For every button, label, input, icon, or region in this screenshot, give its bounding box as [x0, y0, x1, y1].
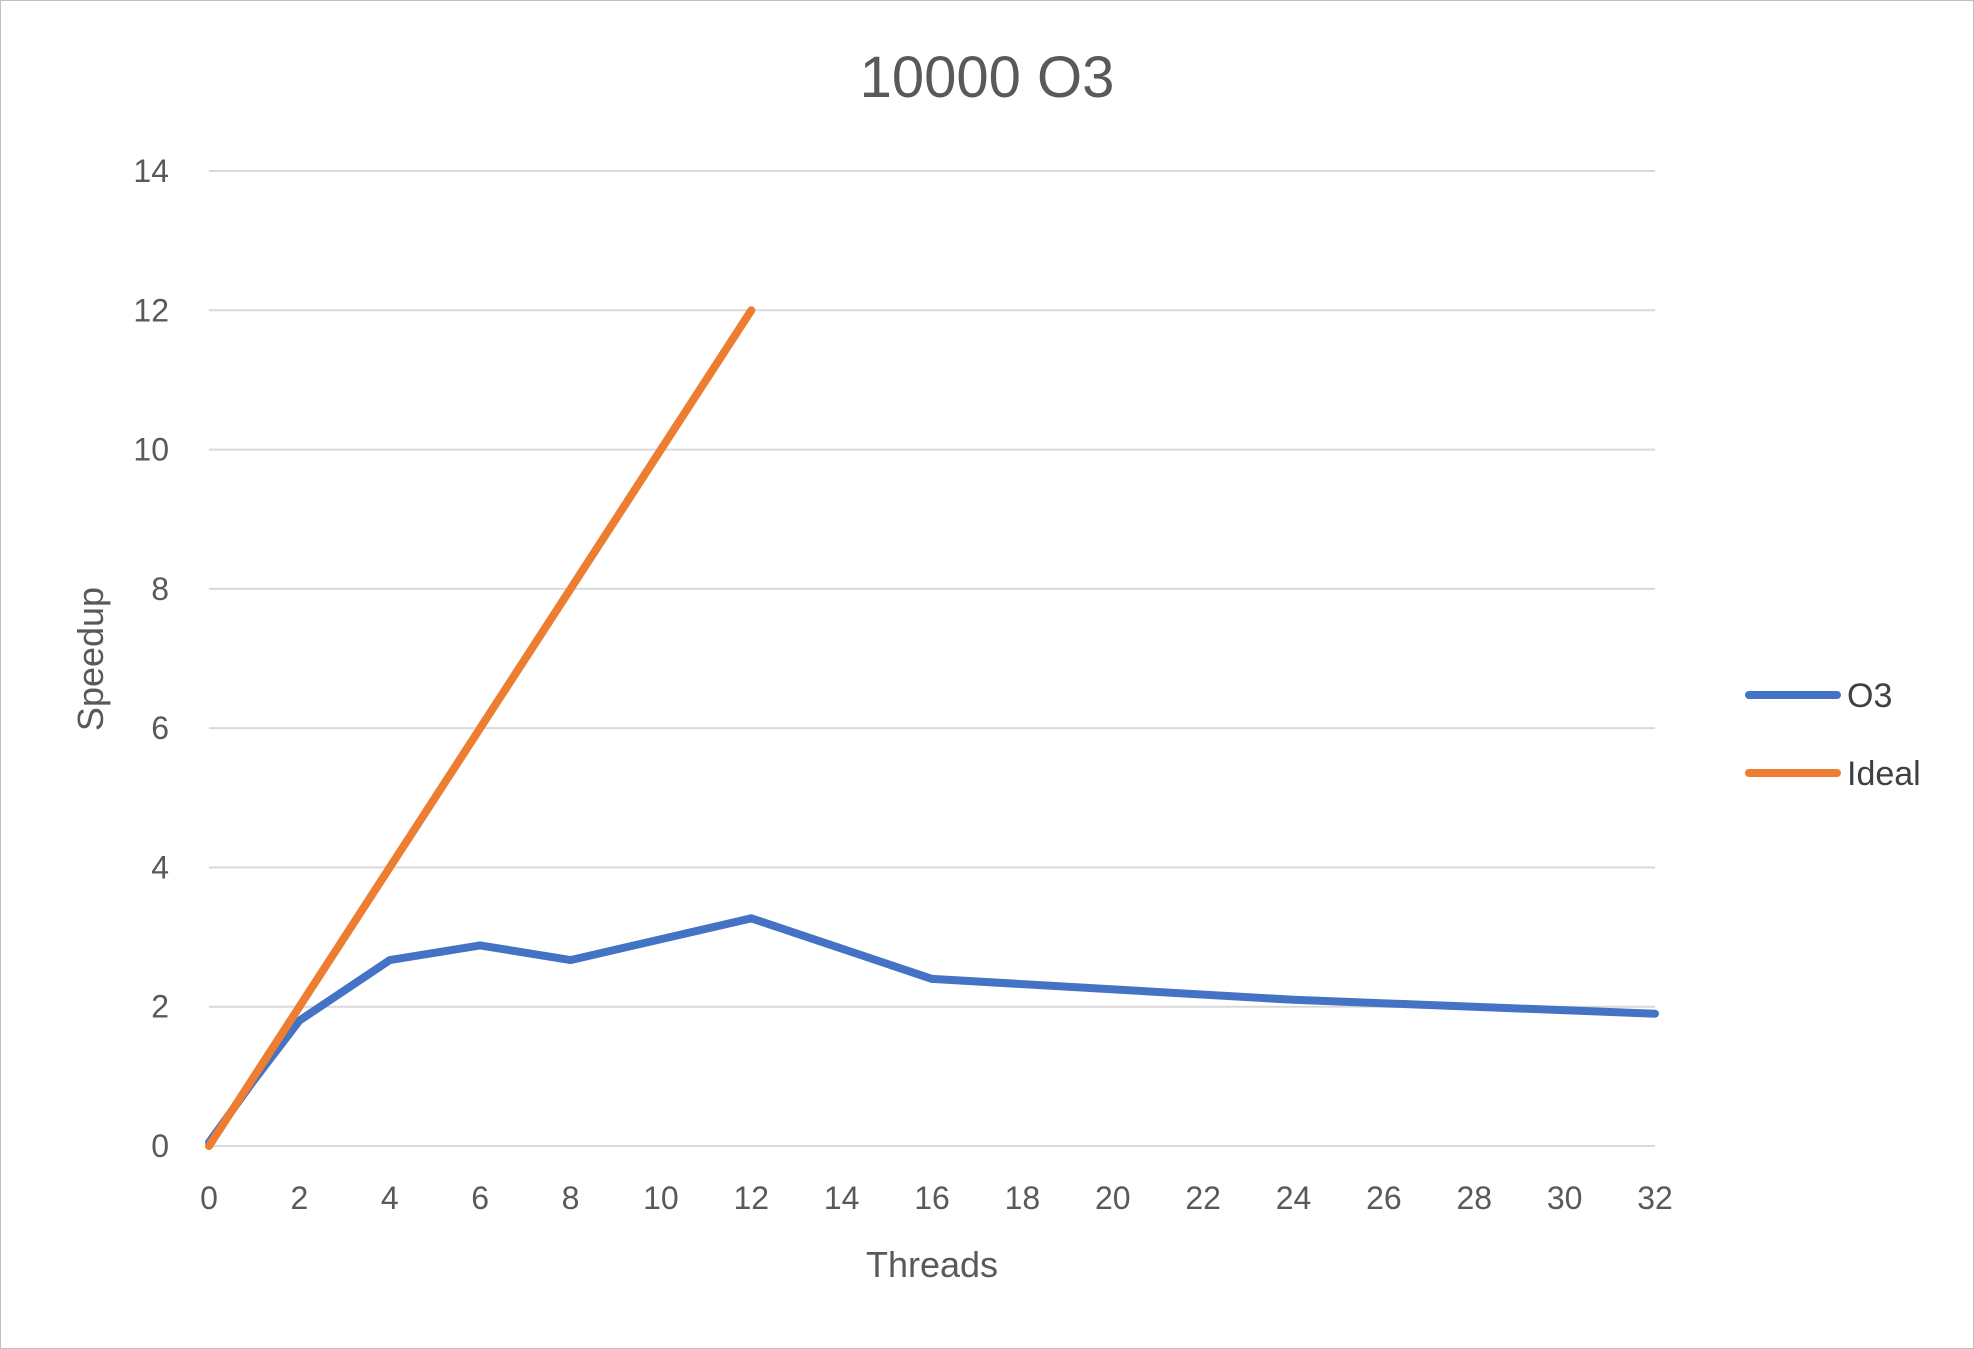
y-tick-labels: 0 2 4 6 8 10 12 14 — [133, 153, 169, 1164]
x-tick-label: 4 — [381, 1180, 399, 1216]
y-tick-label: 4 — [151, 849, 169, 885]
y-axis-label: Speedup — [70, 587, 111, 731]
y-tick-label: 6 — [151, 710, 169, 746]
x-tick-label: 10 — [643, 1180, 679, 1216]
x-tick-label: 20 — [1095, 1180, 1131, 1216]
x-tick-label: 24 — [1276, 1180, 1312, 1216]
x-tick-label: 26 — [1366, 1180, 1402, 1216]
y-tick-label: 12 — [133, 292, 169, 328]
x-tick-label: 8 — [562, 1180, 580, 1216]
series-line-ideal — [205, 306, 756, 1150]
chart-title: 10000 O3 — [860, 45, 1115, 110]
x-tick-label: 22 — [1185, 1180, 1221, 1216]
x-tick-labels: 0 2 4 6 8 10 12 14 16 18 20 22 24 26 28 30 32 — [200, 1180, 1673, 1216]
x-tick-label: 30 — [1547, 1180, 1583, 1216]
x-tick-label: 0 — [200, 1180, 218, 1216]
series-line-o3 — [205, 914, 1659, 1147]
y-tick-label: 0 — [151, 1128, 169, 1164]
x-tick-label: 18 — [1005, 1180, 1041, 1216]
y-tick-label: 14 — [133, 153, 169, 189]
x-tick-label: 14 — [824, 1180, 860, 1216]
y-tick-label: 10 — [133, 432, 169, 468]
gridlines — [209, 170, 1655, 1147]
series-lines — [205, 306, 1659, 1150]
legend-label-ideal: Ideal — [1847, 755, 1921, 793]
y-tick-label: 8 — [151, 571, 169, 607]
y-tick-label: 2 — [151, 989, 169, 1025]
legend: O3 Ideal — [1745, 677, 1921, 793]
x-tick-label: 16 — [914, 1180, 950, 1216]
legend-label-o3: O3 — [1847, 677, 1892, 715]
x-tick-label: 28 — [1456, 1180, 1492, 1216]
x-axis-label: Threads — [866, 1244, 998, 1285]
x-tick-label: 2 — [290, 1180, 308, 1216]
x-tick-label: 12 — [733, 1180, 769, 1216]
x-tick-label: 6 — [471, 1180, 489, 1216]
x-tick-label: 32 — [1637, 1180, 1673, 1216]
